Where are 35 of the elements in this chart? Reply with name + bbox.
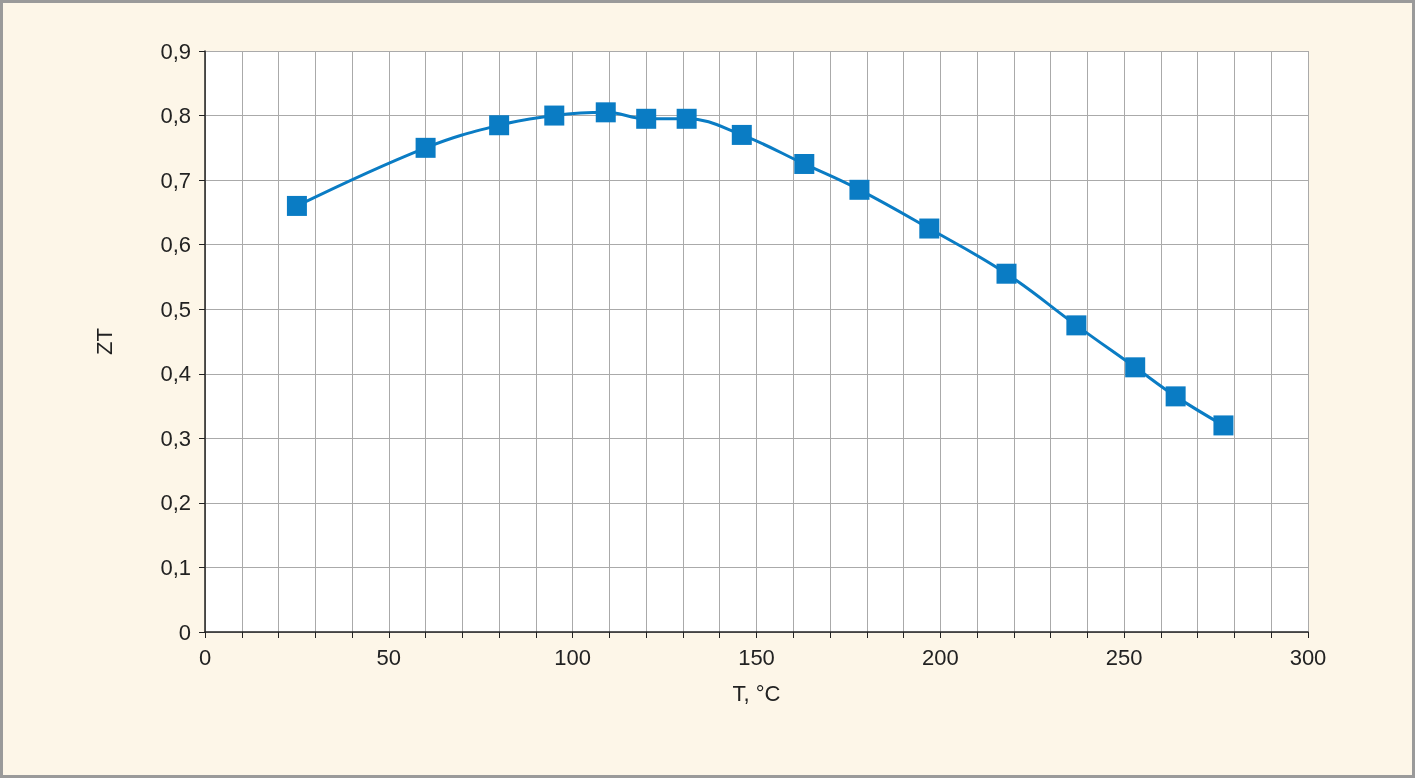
- point: [996, 263, 1017, 284]
- y-tick-label: 0,3: [160, 425, 191, 451]
- x-tick-label: 250: [1105, 644, 1143, 670]
- point: [415, 137, 436, 158]
- point: [676, 108, 697, 129]
- x-tick-label: 50: [376, 644, 402, 670]
- y-axis-title: ZT: [91, 328, 117, 355]
- point: [794, 153, 815, 174]
- point: [849, 179, 870, 200]
- point: [489, 115, 510, 136]
- point: [1125, 357, 1146, 378]
- y-tick-label: 0: [178, 619, 191, 645]
- point: [1066, 315, 1087, 336]
- point: [1165, 386, 1186, 407]
- y-tick-label: 0,7: [160, 167, 191, 193]
- point: [731, 124, 752, 145]
- y-tick-label: 0,9: [160, 38, 191, 64]
- point: [544, 105, 565, 126]
- x-tick-label: 0: [198, 644, 212, 670]
- y-tick-label: 0,2: [160, 490, 191, 516]
- point: [919, 218, 940, 239]
- y-tick-label: 0,5: [160, 296, 191, 322]
- y-tick-label: 0,4: [160, 361, 191, 387]
- y-tick-label: 0,8: [160, 103, 191, 129]
- x-axis-title: T, °C: [732, 680, 781, 706]
- point: [595, 102, 616, 123]
- x-tick-label: 200: [921, 644, 959, 670]
- y-tick-label: 0,6: [160, 232, 191, 258]
- point: [636, 108, 657, 129]
- point: [1213, 415, 1234, 436]
- point: [286, 195, 307, 216]
- x-tick-label: 150: [738, 644, 775, 670]
- y-tick-label: 0,1: [160, 554, 191, 580]
- x-tick-label: 300: [1289, 644, 1327, 670]
- x-tick-label: 100: [554, 644, 592, 670]
